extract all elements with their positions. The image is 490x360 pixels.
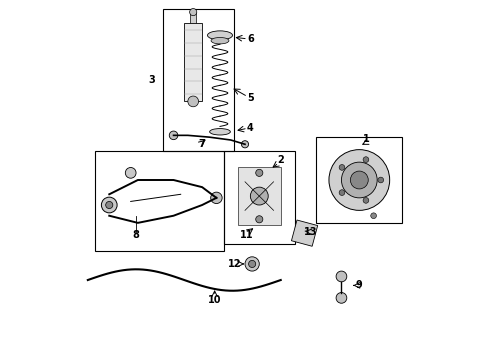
Circle shape	[101, 197, 117, 213]
Ellipse shape	[211, 37, 229, 44]
Circle shape	[336, 271, 347, 282]
Circle shape	[245, 257, 259, 271]
Text: 3: 3	[149, 75, 155, 85]
Bar	[95, 152, 223, 251]
Circle shape	[248, 260, 256, 267]
Text: 6: 6	[247, 34, 254, 44]
Bar	[317, 137, 402, 223]
Bar	[292, 220, 318, 246]
Text: 9: 9	[356, 280, 363, 291]
Text: 4: 4	[247, 123, 254, 133]
Circle shape	[211, 192, 222, 203]
Text: 2: 2	[277, 156, 284, 165]
Circle shape	[378, 177, 384, 183]
Circle shape	[336, 293, 347, 303]
Ellipse shape	[207, 31, 232, 40]
Text: 5: 5	[247, 93, 254, 103]
Text: 12: 12	[227, 259, 241, 269]
Circle shape	[339, 190, 345, 195]
Ellipse shape	[210, 129, 230, 135]
Circle shape	[125, 167, 136, 178]
Circle shape	[339, 165, 345, 170]
Bar	[223, 152, 295, 244]
Circle shape	[363, 198, 369, 203]
Text: 10: 10	[208, 295, 221, 305]
Circle shape	[350, 171, 368, 189]
Bar	[163, 9, 234, 152]
Text: 13: 13	[304, 227, 318, 237]
Text: 8: 8	[133, 230, 140, 240]
Bar	[184, 23, 202, 102]
Circle shape	[190, 9, 197, 16]
Circle shape	[106, 202, 113, 208]
Text: 11: 11	[240, 230, 253, 240]
Circle shape	[169, 131, 178, 140]
Circle shape	[329, 150, 390, 210]
Circle shape	[188, 96, 198, 107]
Text: 1: 1	[363, 134, 370, 144]
Circle shape	[342, 162, 377, 198]
Circle shape	[242, 141, 248, 148]
Circle shape	[256, 169, 263, 176]
Text: 7: 7	[199, 139, 205, 149]
Circle shape	[363, 157, 369, 162]
Circle shape	[250, 187, 268, 205]
Circle shape	[256, 216, 263, 223]
Bar	[238, 167, 281, 225]
Bar	[190, 12, 196, 23]
Circle shape	[371, 213, 376, 219]
